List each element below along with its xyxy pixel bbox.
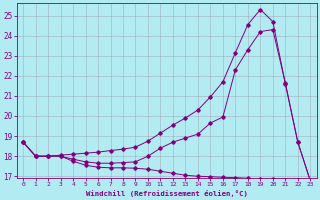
X-axis label: Windchill (Refroidissement éolien,°C): Windchill (Refroidissement éolien,°C) [86,190,248,197]
